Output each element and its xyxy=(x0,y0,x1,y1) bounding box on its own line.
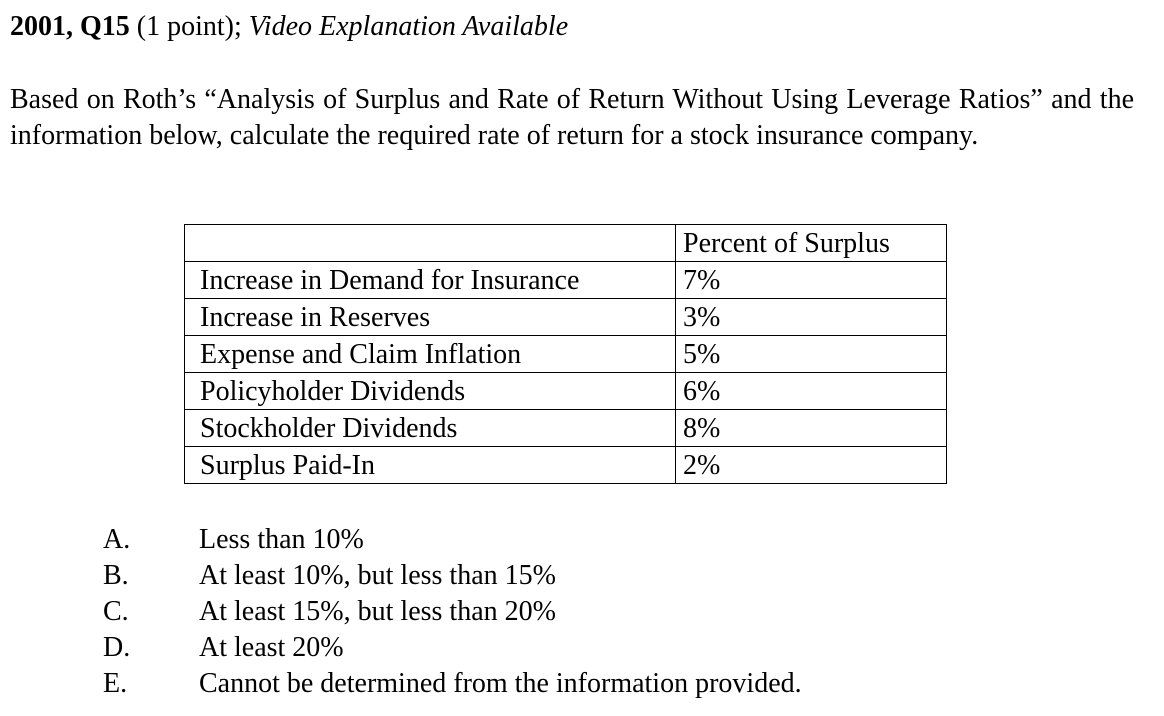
row-value: 2% xyxy=(675,446,947,484)
table-column-header: Percent of Surplus xyxy=(675,224,947,262)
answer-choice-c[interactable]: C. At least 15%, but less than 20% xyxy=(103,594,802,630)
row-label: Policyholder Dividends xyxy=(184,372,676,410)
table-row: Expense and Claim Inflation 5% xyxy=(184,335,947,373)
choice-text: At least 15%, but less than 20% xyxy=(199,596,556,627)
row-label: Increase in Reserves xyxy=(184,298,676,336)
video-explanation-note: Video Explanation Available xyxy=(248,11,569,42)
row-value: 3% xyxy=(675,298,947,336)
choice-text: At least 10%, but less than 15% xyxy=(199,560,556,591)
choice-letter: B. xyxy=(103,560,129,591)
row-value: 7% xyxy=(675,261,947,299)
table-row: Policyholder Dividends 6% xyxy=(184,372,947,410)
row-value: 6% xyxy=(675,372,947,410)
choice-letter: D. xyxy=(103,632,131,663)
question-text: Based on Roth’s “Analysis of Surplus and… xyxy=(10,84,1134,151)
table-row: Increase in Reserves 3% xyxy=(184,298,947,336)
choice-letter: E. xyxy=(103,668,128,699)
row-value: 8% xyxy=(675,409,947,447)
surplus-table: Percent of Surplus Increase in Demand fo… xyxy=(184,224,947,484)
row-label: Stockholder Dividends xyxy=(184,409,676,447)
table-row: Surplus Paid-In 2% xyxy=(184,446,947,484)
table-header-row: Percent of Surplus xyxy=(184,224,947,262)
choice-letter: C. xyxy=(103,596,129,627)
choice-text: At least 20% xyxy=(199,632,344,663)
choice-letter: A. xyxy=(103,524,131,555)
answer-choice-e[interactable]: E. Cannot be determined from the informat… xyxy=(103,666,802,702)
answer-choices: A. Less than 10% B. At least 10%, but less… xyxy=(103,522,802,702)
choice-text: Less than 10% xyxy=(199,524,364,555)
question-points: (1 point); xyxy=(129,11,249,42)
question-header: 2001, Q15 (1 point); Video Explanation A… xyxy=(10,9,568,45)
row-label: Surplus Paid-In xyxy=(184,446,676,484)
answer-choice-b[interactable]: B. At least 10%, but less than 15% xyxy=(103,558,802,594)
table-header-empty-cell xyxy=(184,224,676,262)
question-id: 2001, Q15 xyxy=(10,11,130,42)
answer-choice-a[interactable]: A. Less than 10% xyxy=(103,522,802,558)
choice-text: Cannot be determined from the informatio… xyxy=(199,668,802,699)
table-row: Stockholder Dividends 8% xyxy=(184,409,947,447)
answer-choice-d[interactable]: D. At least 20% xyxy=(103,630,802,666)
row-label: Expense and Claim Inflation xyxy=(184,335,676,373)
table-row: Increase in Demand for Insurance 7% xyxy=(184,261,947,299)
row-label: Increase in Demand for Insurance xyxy=(184,261,676,299)
row-value: 5% xyxy=(675,335,947,373)
